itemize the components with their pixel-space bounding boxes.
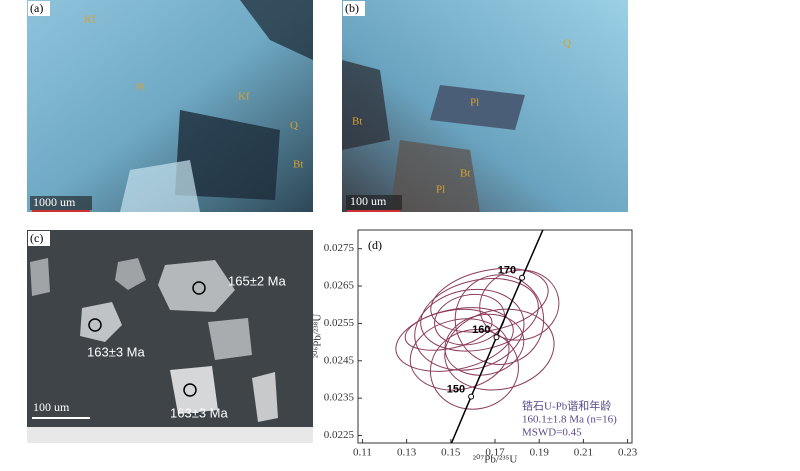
- grain: [170, 366, 218, 414]
- age-marker: [468, 393, 475, 400]
- info-bar: [27, 427, 313, 443]
- mineral: Bt: [460, 168, 470, 180]
- annotation: MSWD=0.45: [522, 427, 582, 439]
- age-label: 160: [472, 324, 490, 336]
- y-axis-label: ²⁰⁶Pb/²³⁸U: [312, 314, 324, 359]
- y-tick-label: 0.0245: [324, 354, 355, 366]
- mineral: Pl: [470, 97, 479, 109]
- annotation: 锆石U-Pb谐和年龄: [522, 399, 611, 413]
- spot: [192, 281, 206, 295]
- age-marker: [545, 216, 550, 221]
- grain: [30, 258, 50, 296]
- grain: [158, 260, 235, 312]
- x-tick-label: 0.17: [485, 447, 505, 459]
- panel-label: (d): [368, 238, 382, 252]
- y-tick-label: 0.0235: [324, 392, 355, 404]
- error-ellipse: [409, 318, 510, 391]
- age-label: 170: [498, 265, 516, 277]
- error-ellipse: [444, 308, 555, 391]
- scale-label: 1000 um: [33, 195, 76, 209]
- panel-label: (b): [345, 1, 359, 15]
- y-tick-label: 0.0265: [324, 280, 355, 292]
- label-box: [343, 1, 365, 16]
- age-marker: [493, 334, 500, 341]
- grain: [120, 160, 200, 212]
- mineral: Bt: [352, 116, 362, 128]
- panel-d: (d) ²⁰⁷Pb/²³⁵U ²⁰⁶Pb/²³⁸U 锆石U-Pb谐和年龄 160…: [312, 216, 638, 466]
- y-tick-label: 0.0225: [324, 429, 355, 441]
- mineral: Q: [290, 120, 298, 132]
- annotation: 160.1±1.8 Ma (n=16): [522, 414, 617, 426]
- age-label: 165±2 Ma: [228, 273, 286, 288]
- error-ellipse: [404, 308, 493, 351]
- age-label: 163±3 Ma: [87, 344, 145, 359]
- error-ellipse: [420, 278, 539, 352]
- error-ellipse: [414, 288, 525, 371]
- error-ellipse: [444, 313, 525, 376]
- grain: [430, 85, 525, 130]
- panel-a: (a) Kf Pl Kf Q Bt 1000 um: [27, 0, 313, 212]
- panel-label: (a): [30, 1, 43, 15]
- error-ellipse: [395, 307, 514, 372]
- mineral: Bt: [293, 159, 303, 171]
- error-ellipse: [430, 267, 549, 333]
- error-ellipse: [479, 269, 560, 341]
- age-label: 163±3 Ma: [170, 405, 228, 420]
- grain: [208, 318, 252, 360]
- grain: [390, 140, 480, 212]
- x-tick-label: 0.15: [441, 447, 461, 459]
- grain: [240, 0, 313, 60]
- y-tick-label: 0.0275: [324, 242, 355, 254]
- grain: [115, 258, 146, 290]
- x-tick-label: 0.13: [397, 447, 417, 459]
- age-label: 150: [447, 383, 465, 395]
- age-marker: [519, 274, 526, 281]
- panel-label: (c): [30, 231, 43, 245]
- grain: [342, 60, 390, 150]
- grain: [175, 110, 280, 200]
- label-box: [28, 1, 50, 16]
- grain: [252, 372, 278, 422]
- mineral: Pl: [136, 82, 145, 94]
- scale-label: 100 um: [350, 194, 387, 208]
- x-axis-label: ²⁰⁷Pb/²³⁵U: [473, 454, 518, 466]
- scale-box: [346, 195, 402, 210]
- x-tick-label: 0.19: [530, 447, 550, 459]
- x-tick-label: 0.21: [574, 447, 593, 459]
- x-tick-label: 0.11: [353, 447, 372, 459]
- spot: [88, 318, 102, 332]
- panel-c: (c) 165±2 Ma 163±3 Ma 163±3 Ma 100 um: [27, 230, 313, 443]
- spot: [183, 383, 197, 397]
- scale-box: [30, 196, 92, 210]
- error-ellipse: [434, 293, 506, 346]
- y-tick-label: 0.0255: [324, 317, 355, 329]
- x-tick-label: 0.23: [618, 447, 638, 459]
- mineral: Kf: [84, 14, 96, 26]
- panel-b: (b) Q Pl Bt Pl Bt 100 um: [342, 0, 628, 212]
- mineral: Pl: [436, 184, 445, 196]
- mineral: Kf: [238, 91, 250, 103]
- scale-label: 100 um: [33, 400, 70, 414]
- mineral: Q: [563, 38, 571, 50]
- error-ellipse: [429, 329, 519, 410]
- label-box: [28, 231, 50, 246]
- plot-area: 150 160 170: [395, 216, 560, 443]
